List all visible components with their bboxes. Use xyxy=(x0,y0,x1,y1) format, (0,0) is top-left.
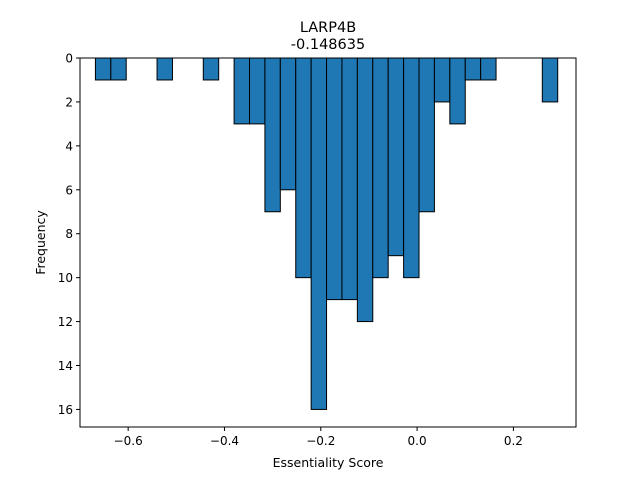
histogram-bar xyxy=(94,57,112,81)
x-tick-label: 0.2 xyxy=(504,434,523,448)
histogram-bar xyxy=(326,57,343,301)
y-tick-label: 14 xyxy=(58,359,73,373)
plot-frame xyxy=(79,57,577,428)
x-axis-label: Essentiality Score xyxy=(273,455,384,470)
histogram-bar xyxy=(464,57,482,81)
histogram-bar xyxy=(541,57,559,103)
x-tick-label: −0.4 xyxy=(210,434,239,448)
histogram-bar xyxy=(233,57,251,125)
histogram-bar xyxy=(249,57,266,125)
chart-title: LARP4B xyxy=(300,20,356,36)
x-tick-label: −0.6 xyxy=(114,434,143,448)
y-axis-ticks: 0 2 4 6 8 10 12 14 16 xyxy=(58,52,80,417)
histogram-bar xyxy=(202,57,220,81)
x-tick-label: 0.0 xyxy=(408,434,427,448)
bars-group xyxy=(94,57,559,410)
y-tick-label: 6 xyxy=(65,183,73,197)
histogram-bar xyxy=(403,57,420,279)
chart-subtitle: -0.148635 xyxy=(291,37,365,53)
histogram-bar xyxy=(433,57,451,103)
histogram-bar xyxy=(310,57,328,410)
histogram-bar xyxy=(295,57,312,279)
histogram-bar xyxy=(264,57,281,213)
histogram-bar xyxy=(418,57,435,213)
y-tick-label: 4 xyxy=(65,139,73,153)
x-tick-label: −0.2 xyxy=(306,434,335,448)
histogram-bar xyxy=(279,57,297,191)
y-tick-label: 10 xyxy=(58,271,73,285)
x-axis-ticks: −0.6 −0.4 −0.2 0.0 0.2 xyxy=(114,427,523,448)
y-tick-label: 0 xyxy=(65,52,73,66)
y-axis-label: Frequency xyxy=(33,210,48,275)
histogram-bar xyxy=(110,57,127,81)
histogram-bar xyxy=(156,57,173,81)
histogram-bar xyxy=(480,57,497,81)
y-tick-label: 12 xyxy=(58,315,73,329)
y-tick-label: 16 xyxy=(58,403,73,417)
y-tick-label: 2 xyxy=(65,95,73,109)
histogram-bar xyxy=(341,57,358,301)
histogram-bar xyxy=(449,57,466,125)
y-tick-label: 8 xyxy=(65,227,73,241)
histogram-bar xyxy=(356,57,374,323)
histogram-bar xyxy=(387,57,405,257)
histogram-bar xyxy=(372,57,389,279)
